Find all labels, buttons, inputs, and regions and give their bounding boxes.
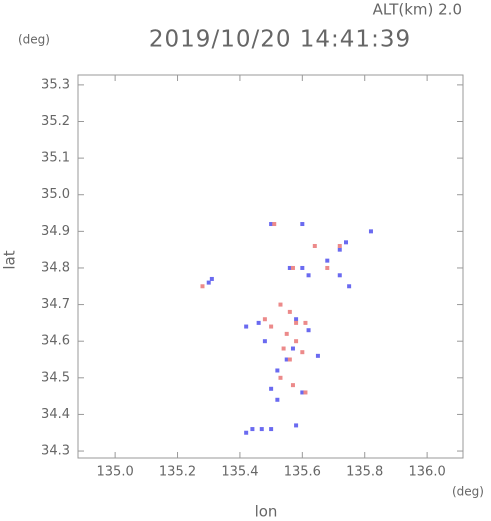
echo-point: [290, 346, 295, 351]
echo-point: [269, 386, 274, 391]
echo-point: [287, 265, 292, 270]
echo-point: [275, 368, 280, 373]
y-tick-label: 34.6: [41, 334, 70, 349]
echo-point: [294, 423, 299, 428]
echo-point: [306, 328, 311, 333]
y-tick-label: 34.8: [41, 260, 70, 275]
y-tick-label: 34.4: [41, 407, 70, 422]
echo-point: [300, 390, 305, 395]
echo-point: [244, 324, 249, 329]
echo-point: [290, 265, 295, 270]
echo-point: [275, 397, 280, 402]
y-unit: (deg): [18, 33, 50, 47]
y-tick-label: 34.7: [41, 297, 70, 312]
y-tick-label: 35.1: [41, 151, 70, 166]
echo-point: [312, 243, 317, 248]
chart-title: 2019/10/20 14:41:39: [149, 27, 411, 53]
echo-point: [290, 383, 295, 388]
x-tick-label: 135.0: [97, 465, 134, 480]
echo-point: [294, 320, 299, 325]
echo-point: [209, 276, 214, 281]
echo-point: [306, 273, 311, 278]
x-tick-label: 135.8: [346, 465, 383, 480]
x-axis-label: lon: [255, 503, 278, 521]
echo-point: [200, 284, 205, 289]
echo-point: [256, 320, 261, 325]
echo-point: [303, 390, 308, 395]
echo-point: [315, 353, 320, 358]
y-tick-label: 34.5: [41, 370, 70, 385]
echo-point: [281, 346, 286, 351]
echo-point: [368, 229, 373, 234]
echo-point: [262, 317, 267, 322]
echo-point: [294, 317, 299, 322]
echo-point: [278, 375, 283, 380]
y-tick-label: 34.9: [41, 224, 70, 239]
echo-point: [284, 357, 289, 362]
echo-point: [250, 427, 255, 432]
echo-point: [337, 273, 342, 278]
x-tick-label: 135.6: [284, 465, 321, 480]
x-tick-label: 136.0: [409, 465, 446, 480]
echo-point: [278, 302, 283, 307]
y-tick-label: 35.3: [41, 77, 70, 92]
echo-point: [344, 240, 349, 245]
echo-point: [287, 357, 292, 362]
echo-point: [300, 350, 305, 355]
echo-point: [325, 265, 330, 270]
echo-point: [269, 324, 274, 329]
y-tick-label: 35.2: [41, 114, 70, 129]
echo-point: [294, 339, 299, 344]
plot-frame: [77, 74, 464, 459]
echo-point: [337, 247, 342, 252]
echo-point: [272, 222, 277, 227]
echo-point: [300, 222, 305, 227]
y-tick-label: 34.3: [41, 444, 70, 459]
echo-point: [259, 427, 264, 432]
echo-point: [262, 339, 267, 344]
echo-point: [269, 427, 274, 432]
echo-point: [284, 331, 289, 336]
echo-point: [303, 320, 308, 325]
x-tick-label: 135.2: [159, 465, 196, 480]
altitude-label: ALT(km) 2.0: [373, 1, 462, 19]
echo-point: [287, 309, 292, 314]
echo-point: [325, 258, 330, 263]
x-tick-label: 135.4: [221, 465, 258, 480]
echo-point: [269, 222, 274, 227]
echo-point: [347, 284, 352, 289]
echo-point: [206, 280, 211, 285]
y-axis-label: lat: [1, 250, 19, 269]
echo-point: [244, 430, 249, 435]
y-tick-label: 35.0: [41, 187, 70, 202]
echo-point: [337, 243, 342, 248]
x-unit: (deg): [452, 485, 484, 499]
echo-point: [300, 265, 305, 270]
